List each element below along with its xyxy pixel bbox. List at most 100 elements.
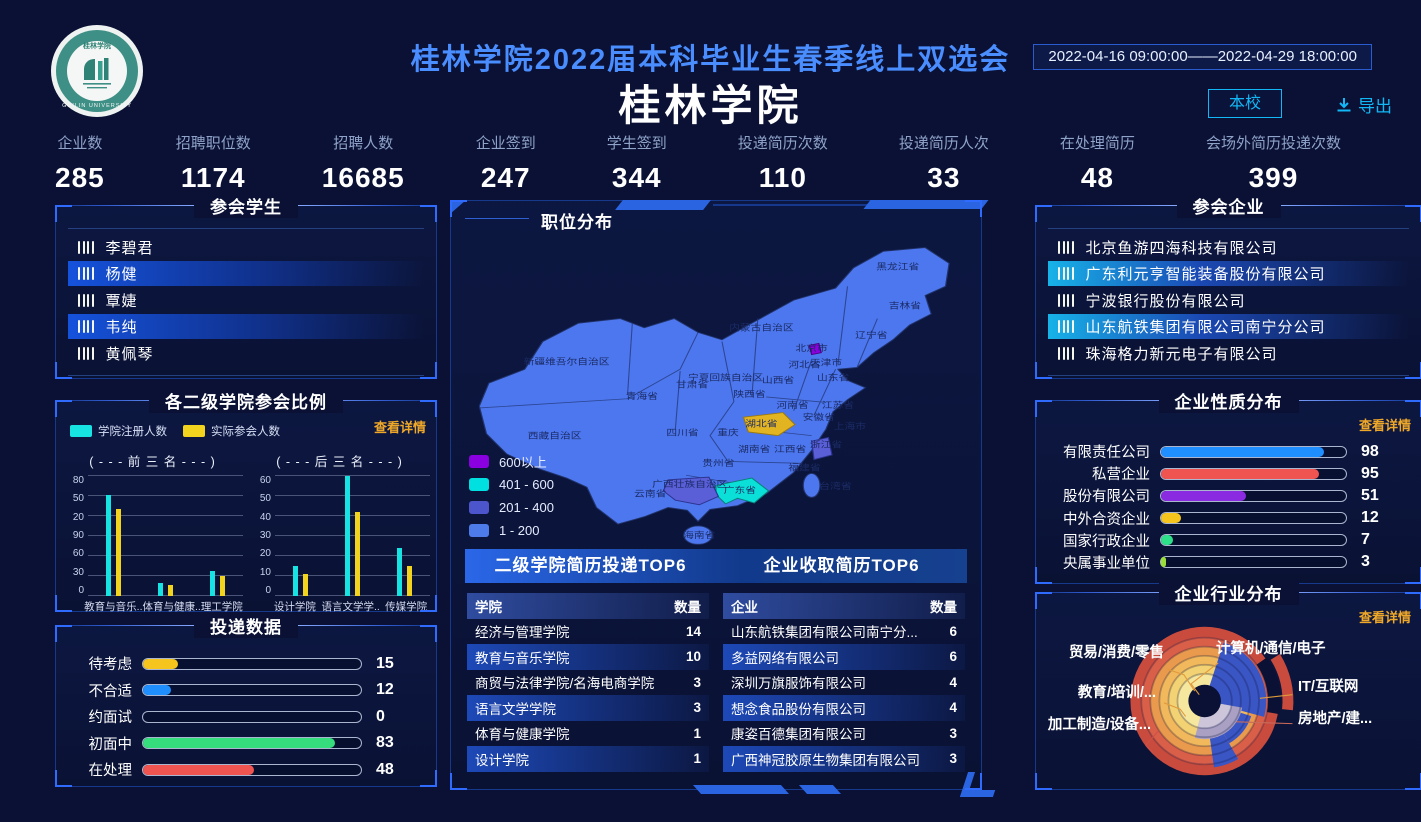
- table-row[interactable]: 想念食品股份有限公司 4: [723, 695, 965, 721]
- province-label: 福建省: [788, 463, 821, 473]
- list-item[interactable]: 黄佩琴: [68, 341, 424, 366]
- table-row[interactable]: 教育与音乐学院 10: [467, 644, 709, 670]
- list-item[interactable]: 韦纯: [68, 314, 424, 339]
- panel-college-ratio: 各二级学院参会比例 查看详情 学院注册人数 实际参会人数 ( - - - 前 三 …: [55, 388, 437, 614]
- cell-value: 14: [685, 623, 701, 639]
- hbar-value: 0: [376, 707, 385, 725]
- college-top6-table: 学院 数量 经济与管理学院 14 教育与音乐学院 10 商贸与法律学院/名海电商学院 3 语言文…: [467, 593, 709, 772]
- chart-legend: 学院注册人数 实际参会人数: [70, 423, 280, 439]
- table-row[interactable]: 商贸与法律学院/名海电商学院 3: [467, 670, 709, 696]
- bar: [303, 574, 309, 596]
- stat-label: 投递简历次数: [737, 135, 828, 152]
- corner-bracket: [1405, 592, 1421, 609]
- hbar-value: 12: [376, 681, 394, 698]
- x-axis-label: 语言文学学...: [321, 601, 380, 613]
- corner-bracket: [55, 595, 72, 612]
- cell-value: 3: [949, 751, 957, 767]
- province-beijing[interactable]: [808, 342, 822, 356]
- industry-label: 计算机/通信/电子: [1216, 641, 1326, 657]
- list-item[interactable]: 北京鱼游四海科技有限公司: [1048, 235, 1409, 260]
- province-guangxi[interactable]: [662, 476, 720, 506]
- stat-value: 33: [927, 162, 961, 193]
- hbar-label: 股份有限公司: [1063, 489, 1150, 506]
- province-zhejiang[interactable]: [810, 436, 833, 461]
- y-tick-label: 30: [72, 566, 84, 578]
- stat-item: 投递简历人次 33: [899, 132, 989, 194]
- school-logo: 桂林学院 GUILIN UNIVERSITY: [50, 24, 144, 118]
- province-label: 陕西省: [733, 389, 766, 399]
- list-item-label: 韦纯: [105, 319, 138, 336]
- school-filter-button[interactable]: 本校: [1208, 89, 1282, 118]
- hbar-value: 48: [376, 760, 394, 778]
- hbar-label: 不合适: [88, 683, 133, 700]
- detail-link[interactable]: 查看详情: [373, 420, 426, 435]
- stat-label: 企业数: [57, 135, 103, 152]
- stat-value: 1174: [180, 162, 246, 193]
- list-item[interactable]: 李碧君: [68, 235, 424, 260]
- school-logo-image: 桂林学院 GUILIN UNIVERSITY: [51, 25, 143, 117]
- hbar-track: [1160, 489, 1347, 502]
- corner-bracket: [55, 205, 72, 222]
- list-item[interactable]: 宁波银行股份有限公司: [1048, 288, 1409, 313]
- table-row[interactable]: 设计学院 1: [467, 746, 709, 772]
- hbar-label: 央属事业单位: [1063, 555, 1150, 572]
- list-item[interactable]: 珠海格力新元电子有限公司: [1048, 341, 1409, 366]
- date-range[interactable]: 2022-04-16 09:00:00——2022-04-29 18:00:00: [1033, 44, 1372, 70]
- table-row[interactable]: 深圳万旗服饰有限公司 4: [723, 670, 965, 696]
- hbar-row: 私营企业 95: [1050, 463, 1407, 484]
- y-tick-label: 80: [72, 475, 84, 486]
- stat-value: 16685: [321, 162, 405, 193]
- list-item[interactable]: 杨健: [68, 261, 424, 286]
- hbar-row: 初面中 83: [70, 733, 422, 754]
- table-row[interactable]: 康姿百德集团有限公司 3: [723, 721, 965, 747]
- x-axis-label: 体育与健康...: [142, 601, 201, 613]
- export-button[interactable]: 导出: [1336, 92, 1392, 117]
- legend-item: 学院注册人数: [70, 423, 167, 439]
- province-hainan[interactable]: [683, 525, 714, 545]
- table-row[interactable]: 多益网络有限公司 6: [723, 644, 965, 670]
- hbar-fill: [1161, 468, 1320, 479]
- table-row[interactable]: 语言文学学院 3: [467, 695, 709, 721]
- province-taiwan[interactable]: [802, 472, 821, 498]
- province-hubei-selected[interactable]: [742, 412, 796, 437]
- cell-name: 设计学院: [475, 752, 529, 768]
- table-row[interactable]: 山东航铁集团有限公司南宁分... 6: [723, 619, 965, 645]
- bar: [293, 566, 299, 596]
- list-item[interactable]: 覃婕: [68, 288, 424, 313]
- table-row[interactable]: 经济与管理学院 14: [467, 619, 709, 645]
- panel-delivery: 投递数据 待考虑 15 不合适 12 约面试 0 初面中 83 在处理 48: [55, 613, 437, 787]
- list-item[interactable]: 广东利元亨智能装备股份有限公司: [1048, 261, 1409, 286]
- cell-name: 多益网络有限公司: [731, 650, 839, 666]
- grouped-bar-chart[interactable]: ( - - - 前 三 名 - - - ) 80 50 20 90 60 30 0 教育与音乐.…: [62, 451, 243, 614]
- table-row[interactable]: 体育与健康学院 1: [467, 721, 709, 747]
- cell-value: 1: [693, 751, 701, 767]
- list-item[interactable]: 山东航铁集团有限公司南宁分公司: [1048, 314, 1409, 339]
- bar: [157, 583, 163, 596]
- province-label: 黑龙江省: [876, 262, 919, 272]
- detail-link[interactable]: 查看详情: [1358, 610, 1411, 625]
- bars-icon: [1058, 240, 1074, 254]
- grouped-bar-chart[interactable]: ( - - - 后 三 名 - - - ) 60 50 40 30 20 10 0 设计学院 语言…: [249, 451, 430, 614]
- legend-label: 401 - 600: [499, 477, 554, 492]
- province-label: 河北省: [788, 360, 821, 370]
- panel-title: 参会学生: [194, 193, 298, 218]
- list-item-label: 李碧君: [105, 239, 154, 257]
- corner-bracket: [965, 773, 982, 790]
- legend-swatch: [469, 524, 489, 537]
- grouped-bar-charts[interactable]: ( - - - 前 三 名 - - - ) 80 50 20 90 60 30 0 教育与音乐.…: [62, 451, 430, 614]
- bar: [396, 548, 402, 596]
- industry-rose-chart[interactable]: [1041, 615, 1381, 787]
- chart-subtitle: ( - - - 前 三 名 - - - ): [89, 455, 216, 469]
- province-label: 天津市: [810, 358, 843, 368]
- x-axis-label: 理工学院: [200, 601, 243, 613]
- province-label: 山西省: [762, 375, 795, 385]
- table-row[interactable]: 广西神冠胶原生物集团有限公司 3: [723, 746, 965, 772]
- logo-script-text: 桂林学院: [82, 41, 111, 50]
- hbar-label: 约面试: [88, 710, 133, 726]
- y-tick-label: 20: [72, 511, 84, 523]
- corner-bracket: [420, 625, 437, 642]
- detail-link[interactable]: 查看详情: [1358, 418, 1411, 433]
- corner-bracket: [1405, 205, 1421, 222]
- bars-icon: [78, 346, 94, 360]
